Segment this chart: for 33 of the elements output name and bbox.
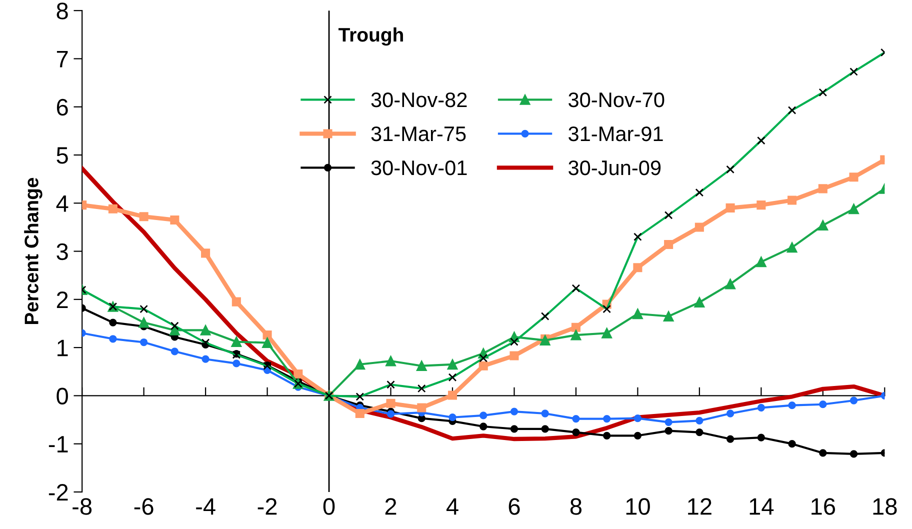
x-tick-label: 14 xyxy=(750,498,774,515)
x-tick-label: 10 xyxy=(626,498,650,515)
y-tick-label: -2 xyxy=(48,484,68,501)
y-tick-label: 8 xyxy=(56,2,68,20)
x-tick-label: 6 xyxy=(508,498,520,515)
x-tick-label: -6 xyxy=(134,498,154,515)
y-tick-label: 3 xyxy=(56,243,68,260)
x-tick-label: 0 xyxy=(323,498,335,515)
y-tick-label: 4 xyxy=(56,195,68,212)
x-tick-label: 8 xyxy=(570,498,582,515)
legend-label: 30-Nov-82 xyxy=(371,92,467,108)
y-axis-title: Percent Change xyxy=(24,178,42,324)
x-tick-label: 16 xyxy=(812,498,835,515)
ref-line-label: Trough xyxy=(338,27,403,46)
x-tick-label: -8 xyxy=(72,498,92,515)
legend-label: 30-Nov-70 xyxy=(568,92,664,108)
y-tick-label: 2 xyxy=(56,291,68,308)
x-tick-label: 12 xyxy=(688,498,712,515)
x-tick-label: -4 xyxy=(196,498,216,515)
y-tick-label: 0 xyxy=(56,388,68,404)
x-tick-label: 4 xyxy=(446,498,458,515)
x-tick-label: 2 xyxy=(385,498,396,515)
y-tick-label: 6 xyxy=(56,98,68,116)
legend-label: 31-Mar-91 xyxy=(568,126,663,142)
y-tick-label: -1 xyxy=(48,436,68,452)
legend-label: 30-Jun-09 xyxy=(568,160,661,176)
x-tick-label: 18 xyxy=(873,498,897,515)
y-tick-label: 7 xyxy=(56,51,68,68)
y-tick-label: 1 xyxy=(58,340,68,356)
y-tick-label: 5 xyxy=(56,147,68,164)
legend-label: 30-Nov-01 xyxy=(371,160,467,176)
legend-label: 31-Mar-75 xyxy=(371,126,466,142)
x-tick-label: -2 xyxy=(258,498,277,515)
